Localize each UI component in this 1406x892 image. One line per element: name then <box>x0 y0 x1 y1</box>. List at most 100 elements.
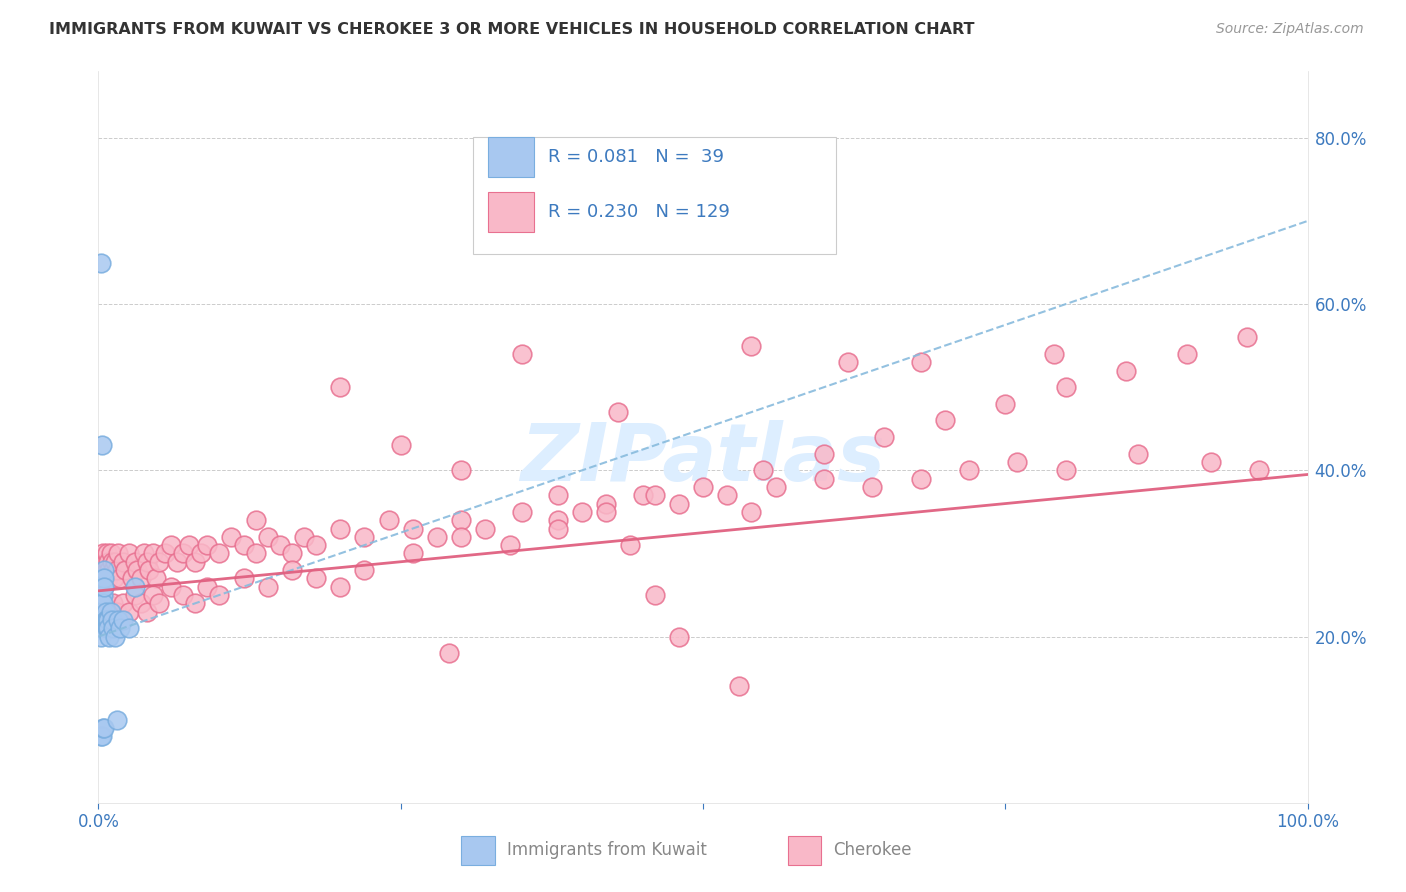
Point <box>813 472 835 486</box>
Point <box>329 580 352 594</box>
Point <box>93 563 115 577</box>
Point <box>105 605 128 619</box>
Point <box>179 538 201 552</box>
Point <box>107 613 129 627</box>
Point <box>97 571 120 585</box>
Point <box>134 546 156 560</box>
Point <box>97 605 120 619</box>
Point <box>740 505 762 519</box>
Bar <box>461 836 495 865</box>
Point <box>910 472 932 486</box>
Point <box>607 189 630 203</box>
Point <box>644 488 666 502</box>
Point <box>94 555 117 569</box>
Point <box>129 571 152 585</box>
Point <box>1236 330 1258 344</box>
Point <box>118 546 141 560</box>
Point <box>190 546 212 560</box>
Point <box>124 588 146 602</box>
Point <box>96 621 118 635</box>
Point <box>94 571 117 585</box>
Point <box>91 588 114 602</box>
Point <box>208 588 231 602</box>
Text: Source: ZipAtlas.com: Source: ZipAtlas.com <box>1216 22 1364 37</box>
Point <box>281 563 304 577</box>
Point <box>104 630 127 644</box>
Point <box>353 530 375 544</box>
Point <box>127 563 149 577</box>
Point <box>98 630 121 644</box>
Point <box>148 555 170 569</box>
Point <box>91 721 114 735</box>
Point <box>740 338 762 352</box>
Point <box>91 438 114 452</box>
Point <box>1249 463 1271 477</box>
Point <box>547 513 569 527</box>
Point <box>450 530 472 544</box>
Point <box>426 530 449 544</box>
Point <box>329 521 352 535</box>
Point <box>245 513 267 527</box>
Point <box>90 255 112 269</box>
Point <box>160 580 183 594</box>
Point <box>195 538 218 552</box>
Point <box>105 563 128 577</box>
Point <box>96 596 118 610</box>
Point <box>692 480 714 494</box>
Point <box>100 555 122 569</box>
Point <box>138 563 160 577</box>
Point <box>1199 455 1222 469</box>
Point <box>114 563 136 577</box>
Point <box>837 355 859 369</box>
Point <box>124 555 146 569</box>
Point <box>1042 347 1064 361</box>
Point <box>450 463 472 477</box>
Point <box>994 397 1017 411</box>
Point <box>172 546 194 560</box>
Point <box>172 588 194 602</box>
Point <box>166 555 188 569</box>
Point <box>100 605 122 619</box>
Point <box>547 521 569 535</box>
Point <box>1054 463 1077 477</box>
Point <box>148 596 170 610</box>
Point <box>91 596 114 610</box>
Bar <box>488 137 534 178</box>
Point <box>103 571 125 585</box>
Point <box>1175 347 1198 361</box>
Point <box>118 621 141 635</box>
Point <box>389 438 412 452</box>
Point <box>752 463 775 477</box>
Point <box>145 571 167 585</box>
Point <box>90 621 112 635</box>
Point <box>90 613 112 627</box>
Point <box>108 571 131 585</box>
Point <box>97 613 120 627</box>
Point <box>124 580 146 594</box>
Point <box>256 580 278 594</box>
Point <box>104 555 127 569</box>
Point <box>873 430 896 444</box>
Point <box>402 546 425 560</box>
Point <box>644 588 666 602</box>
Point <box>607 405 630 419</box>
Point <box>450 513 472 527</box>
Point <box>96 563 118 577</box>
FancyBboxPatch shape <box>474 137 837 254</box>
Point <box>269 538 291 552</box>
Point <box>765 480 787 494</box>
Point <box>97 555 120 569</box>
Point <box>668 497 690 511</box>
Point <box>510 347 533 361</box>
Point <box>111 555 134 569</box>
Text: IMMIGRANTS FROM KUWAIT VS CHEROKEE 3 OR MORE VEHICLES IN HOUSEHOLD CORRELATION C: IMMIGRANTS FROM KUWAIT VS CHEROKEE 3 OR … <box>49 22 974 37</box>
Point <box>716 488 738 502</box>
Point <box>105 713 128 727</box>
Point <box>142 546 165 560</box>
Text: ZIPatlas: ZIPatlas <box>520 420 886 498</box>
Point <box>91 563 114 577</box>
Point <box>305 571 328 585</box>
Point <box>910 355 932 369</box>
Point <box>97 621 120 635</box>
Point <box>100 613 122 627</box>
